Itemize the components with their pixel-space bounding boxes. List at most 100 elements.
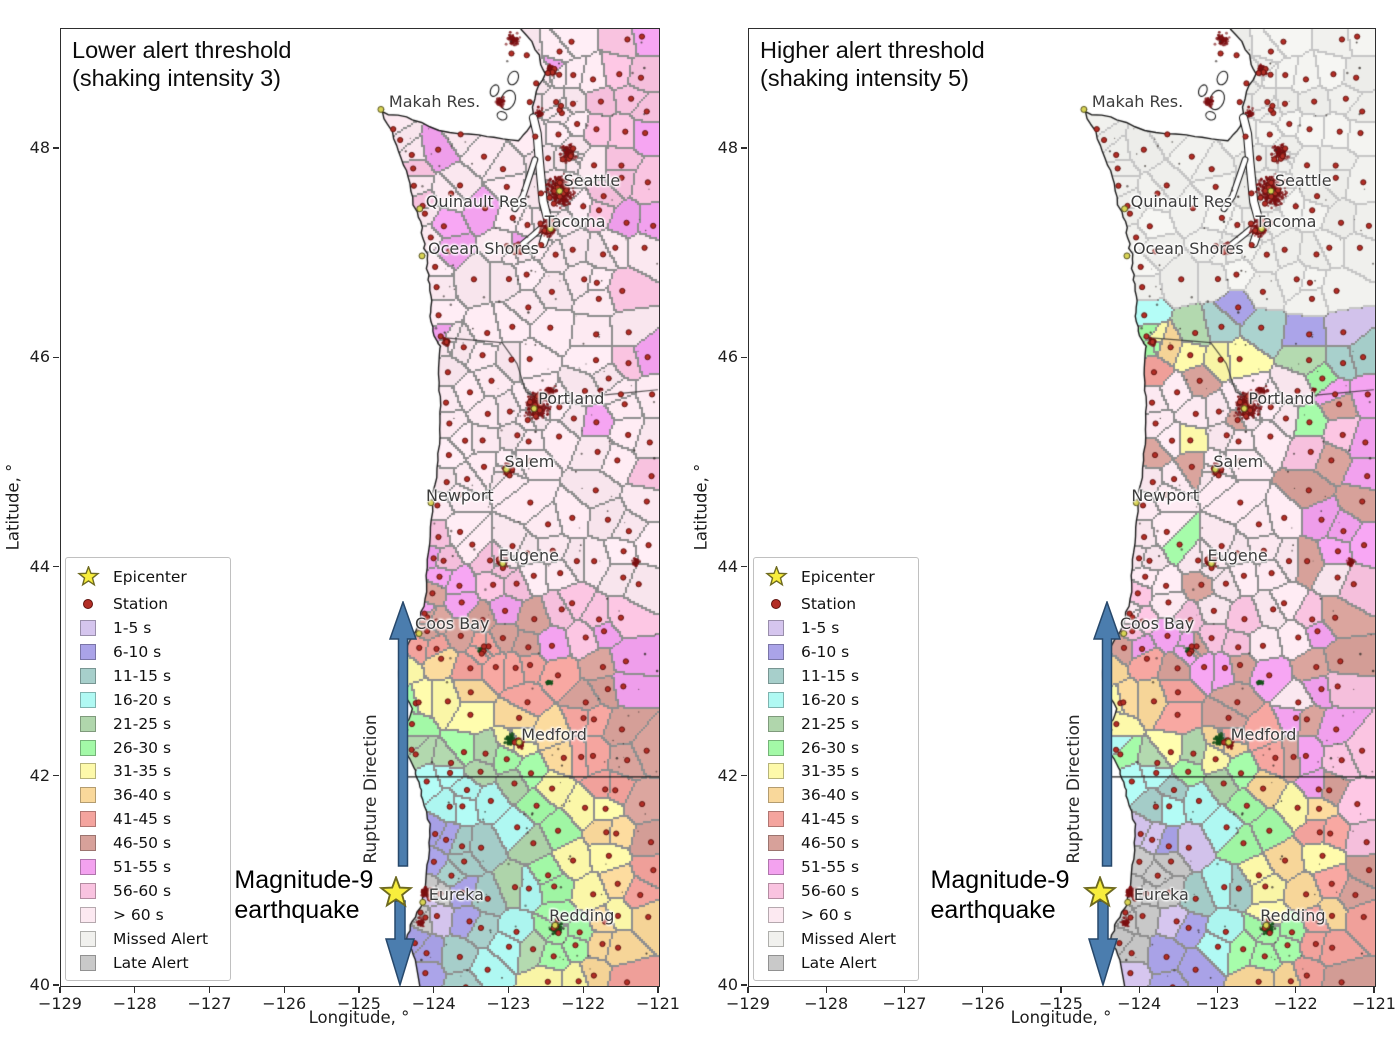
legend-band-label: 26-30 s [113, 738, 172, 757]
legend-color-swatch [768, 907, 784, 924]
legend-color-swatch [80, 835, 96, 852]
city-label-portland: Portland [1248, 388, 1315, 408]
legend-color-swatch [80, 931, 96, 948]
legend-band-row: 56-60 s [73, 882, 222, 900]
legend-band-label: 41-45 s [113, 810, 172, 829]
legend-band-row: 21-25 s [761, 715, 910, 733]
city-label-seattle: Seattle [563, 171, 621, 191]
legend-band-label: 1-5 s [801, 618, 840, 637]
legend-color-swatch [768, 739, 784, 756]
y-tick-label: 42 [29, 765, 50, 785]
legend-color-swatch [80, 691, 96, 708]
legend-band-row: 41-45 s [761, 810, 910, 828]
x-tick-label: −125 [1039, 994, 1083, 1013]
x-tick-mark [825, 987, 827, 993]
legend-band-row: Missed Alert [761, 930, 910, 948]
map-title-line2: (shaking intensity 5) [760, 65, 969, 91]
legend-color-swatch [768, 787, 784, 804]
map-title: Higher alert threshold (shaking intensit… [760, 36, 985, 92]
legend-band-label: 11-15 s [801, 666, 860, 685]
y-tick-label: 40 [717, 975, 738, 994]
legend-band-row: 21-25 s [73, 715, 222, 733]
magnitude-line1: Magnitude-9 [930, 866, 1070, 894]
y-tick-mark [741, 565, 747, 568]
x-tick-mark [433, 987, 435, 993]
legend-band-label: Missed Alert [801, 930, 897, 949]
map-title-line1: Lower alert threshold [72, 37, 292, 63]
y-tick-mark [53, 984, 59, 986]
x-tick-label: −126 [960, 994, 1005, 1013]
legend-color-swatch [80, 787, 96, 804]
rupture-direction-label: Rupture Direction [361, 714, 382, 865]
legend-band-row: > 60 s [73, 906, 222, 924]
city-label-newport: Newport [426, 485, 494, 505]
legend-band-row: 16-20 s [73, 691, 222, 709]
x-tick-label: −124 [411, 994, 456, 1013]
legend-band-label: 21-25 s [801, 714, 860, 733]
legend-band-label: 36-40 s [801, 786, 860, 805]
legend-color-swatch [80, 667, 96, 684]
city-label-eugene: Eugene [498, 546, 559, 566]
rupture-direction-label: Rupture Direction [1063, 714, 1084, 865]
legend-band-row: > 60 s [761, 906, 910, 924]
x-tick-label: −121 [1352, 994, 1396, 1013]
legend-band-row: 11-15 s [73, 667, 222, 685]
x-tick-mark [59, 987, 61, 993]
legend-band-label: 16-20 s [801, 690, 860, 709]
x-tick-mark [747, 987, 749, 993]
legend-band-label: 16-20 s [113, 690, 172, 709]
legend-color-swatch [80, 739, 96, 756]
legend-band-label: 51-55 s [801, 858, 860, 877]
legend-band-row: 6-10 s [73, 643, 222, 661]
legend-band-row: 6-10 s [761, 643, 910, 661]
y-tick-mark [741, 984, 747, 986]
map-legend: Epicenter Station 1-5 s 6-10 s 11-15 s 16-20 … [753, 557, 919, 981]
map-canvas [749, 29, 1375, 986]
legend-station-label: Station [113, 594, 169, 613]
legend-color-swatch [768, 691, 784, 708]
city-label-medford: Medford [521, 725, 587, 745]
x-tick-label: −129 [38, 994, 82, 1013]
map-plot-area: Higher alert threshold (shaking intensit… [748, 28, 1376, 987]
x-tick-mark [507, 987, 510, 993]
x-tick-label: −129 [726, 994, 770, 1013]
city-label-coos-bay: Coos Bay [1119, 614, 1195, 634]
legend-band-row: 56-60 s [761, 882, 910, 900]
legend-band-row: Late Alert [73, 954, 222, 972]
x-tick-mark [283, 987, 285, 993]
legend-color-swatch [80, 763, 96, 780]
magnitude-annotation: Magnitude-9 earthquake [931, 865, 1070, 925]
city-label-salem: Salem [1213, 452, 1264, 472]
y-tick-label: 40 [29, 975, 50, 994]
map-plot-area: Lower alert threshold (shaking intensity… [60, 28, 660, 987]
x-tick-mark [1216, 987, 1219, 993]
legend-band-row: 31-35 s [761, 762, 910, 780]
legend-band-label: 21-25 s [113, 714, 172, 733]
legend-band-row: 26-30 s [761, 739, 910, 757]
legend-color-swatch [768, 667, 784, 684]
rupture-arrow-up-icon [388, 601, 417, 867]
x-tick-label: −126 [262, 994, 307, 1013]
epicenter-star-icon [1082, 875, 1117, 908]
legend-color-swatch [768, 931, 784, 948]
legend-band-label: 31-35 s [113, 762, 172, 781]
city-label-medford: Medford [1230, 725, 1297, 745]
y-axis-label: Latitude, ° [691, 463, 711, 550]
legend-epicenter-star-icon [76, 565, 100, 587]
legend-band-row: 11-15 s [761, 667, 910, 685]
x-tick-label: −127 [882, 994, 927, 1013]
legend-band-label: 6-10 s [113, 642, 162, 661]
legend-band-label: > 60 s [113, 906, 164, 925]
legend-epicenter-label: Epicenter [801, 568, 875, 587]
legend-station-dot-icon [771, 598, 781, 609]
rupture-arrow-up-icon [1092, 601, 1121, 867]
map-title: Lower alert threshold (shaking intensity… [72, 36, 291, 92]
y-tick-mark [53, 356, 59, 359]
city-label-tacoma: Tacoma [544, 211, 606, 231]
y-tick-mark [741, 147, 747, 149]
magnitude-annotation: Magnitude-9 earthquake [234, 865, 373, 925]
legend-band-label: Late Alert [113, 953, 189, 972]
x-tick-mark [1295, 987, 1297, 993]
legend-band-row: 46-50 s [73, 834, 222, 852]
